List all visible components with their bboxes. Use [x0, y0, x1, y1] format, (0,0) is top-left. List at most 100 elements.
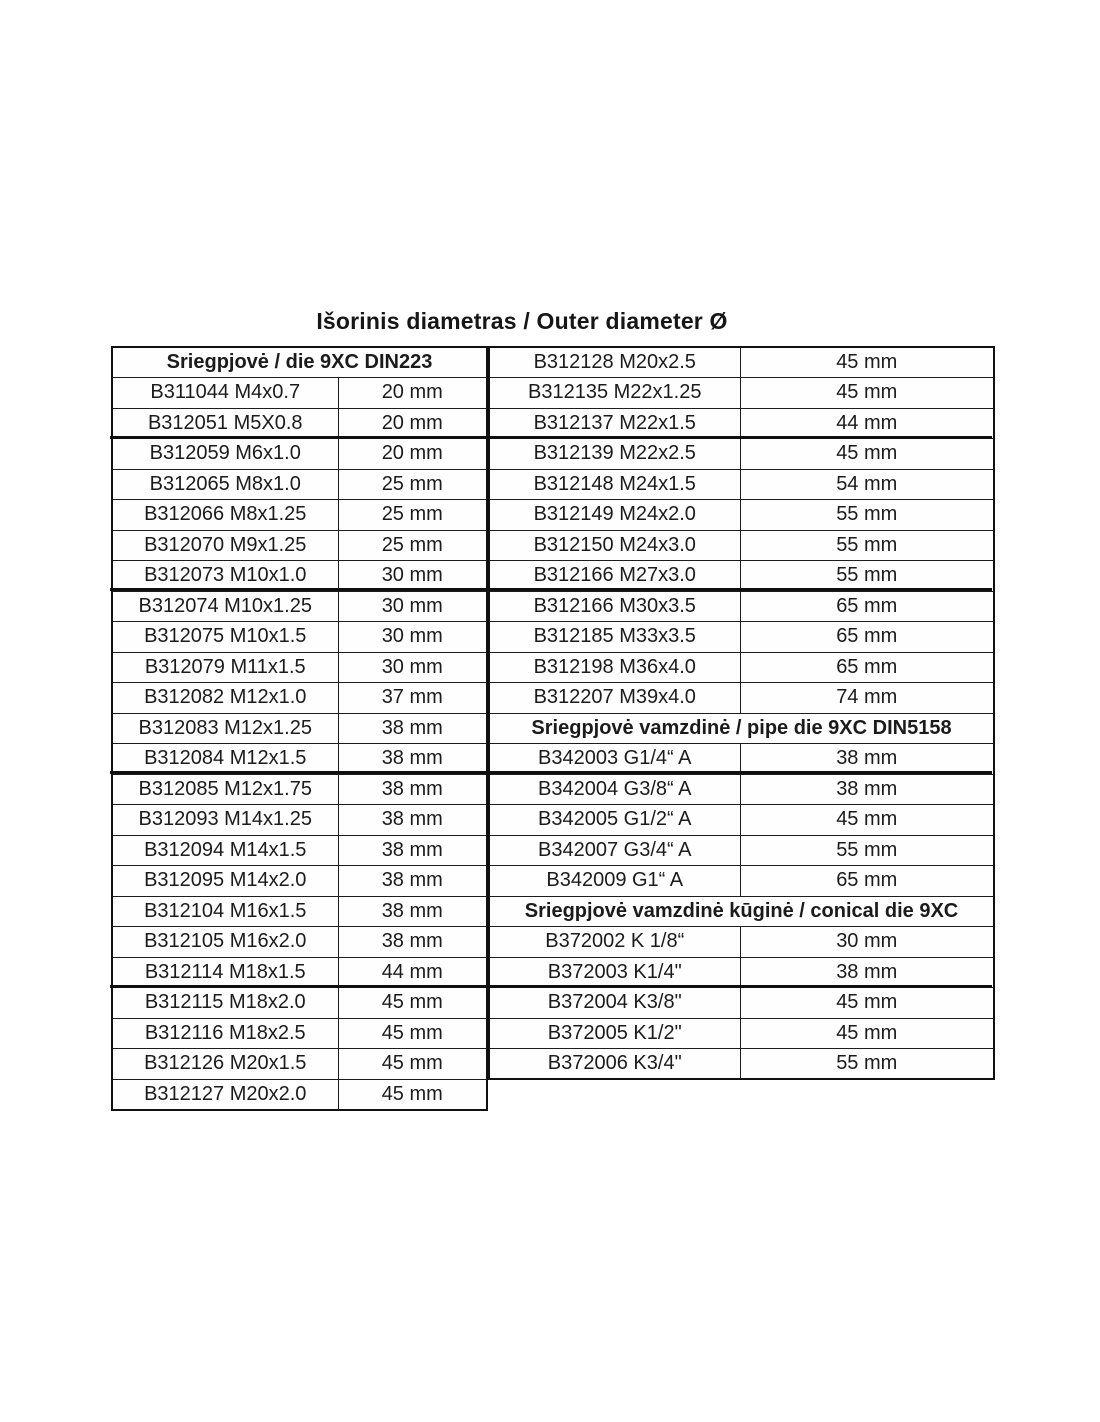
- product-code-cell: B312185 M33x3.5: [488, 621, 741, 653]
- diameter-cell: 30 mm: [739, 926, 995, 958]
- table-row: B372003 K1/4" 38 mm: [488, 956, 995, 988]
- product-code-cell: B312126 M20x1.5: [111, 1048, 339, 1080]
- diameter-cell: 45 mm: [739, 987, 995, 1019]
- table-row: B312084 M12x1.5 38 mm: [111, 743, 488, 775]
- diameter-cell: 38 mm: [337, 804, 488, 836]
- diameter-cell: 20 mm: [337, 377, 488, 409]
- diameter-cell: 45 mm: [739, 346, 995, 378]
- product-code-cell: B312082 M12x1.0: [111, 682, 339, 714]
- diameter-cell: 55 mm: [739, 834, 995, 866]
- product-code-cell: B312074 M10x1.25: [111, 590, 339, 622]
- section-header-label: Sriegpjovė vamzdinė kūginė / conical die…: [488, 895, 995, 927]
- product-code-cell: B312150 M24x3.0: [488, 529, 741, 561]
- table-row: B312093 M14x1.25 38 mm: [111, 804, 488, 836]
- product-code-cell: B312114 M18x1.5: [111, 956, 339, 988]
- product-code-cell: B312085 M12x1.75: [111, 773, 339, 805]
- table-row: B312126 M20x1.5 45 mm: [111, 1048, 488, 1080]
- scan-seam-line: [110, 771, 992, 774]
- diameter-cell: 45 mm: [739, 804, 995, 836]
- pipe-die-table: B312128 M20x2.5 45 mm B312135 M22x1.25 45 m…: [488, 346, 995, 1080]
- product-code-cell: B312075 M10x1.5: [111, 621, 339, 653]
- table-row: B312082 M12x1.0 37 mm: [111, 682, 488, 714]
- diameter-cell: 55 mm: [739, 1048, 995, 1080]
- diameter-cell: 38 mm: [337, 926, 488, 958]
- table-row: B312065 M8x1.0 25 mm: [111, 468, 488, 500]
- product-code-cell: B312093 M14x1.25: [111, 804, 339, 836]
- table-row: B372002 K 1/8“ 30 mm: [488, 926, 995, 958]
- table-row: B312051 M5X0.8 20 mm: [111, 407, 488, 439]
- diameter-cell: 38 mm: [739, 743, 995, 775]
- product-code-cell: B312094 M14x1.5: [111, 834, 339, 866]
- diameter-cell: 45 mm: [337, 1017, 488, 1049]
- product-code-cell: B342004 G3/8“ A: [488, 773, 741, 805]
- diameter-cell: 38 mm: [337, 712, 488, 744]
- product-code-cell: B312065 M8x1.0: [111, 468, 339, 500]
- product-code-cell: B372004 K3/8": [488, 987, 741, 1019]
- product-code-cell: B312066 M8x1.25: [111, 499, 339, 531]
- diameter-cell: 45 mm: [739, 438, 995, 470]
- table-row: B312073 M10x1.0 30 mm: [111, 560, 488, 592]
- table-row: B312114 M18x1.5 44 mm: [111, 956, 488, 988]
- table-row: B312115 M18x2.0 45 mm: [111, 987, 488, 1019]
- product-code-cell: B312079 M11x1.5: [111, 651, 339, 683]
- table-row: B342004 G3/8“ A 38 mm: [488, 773, 995, 805]
- table-row: B372004 K3/8" 45 mm: [488, 987, 995, 1019]
- table-row: B342003 G1/4“ A 38 mm: [488, 743, 995, 775]
- metric-die-table: Sriegpjovė / die 9XC DIN223 B311044 M4x0…: [111, 346, 488, 1111]
- product-code-cell: B372005 K1/2": [488, 1017, 741, 1049]
- table-row: B312198 M36x4.0 65 mm: [488, 651, 995, 683]
- table-row: B312066 M8x1.25 25 mm: [111, 499, 488, 531]
- product-code-cell: B342003 G1/4“ A: [488, 743, 741, 775]
- table-row: B312127 M20x2.0 45 mm: [111, 1078, 488, 1110]
- table-row: B312150 M24x3.0 55 mm: [488, 529, 995, 561]
- product-code-cell: B312116 M18x2.5: [111, 1017, 339, 1049]
- diameter-cell: 54 mm: [739, 468, 995, 500]
- diameter-cell: 38 mm: [337, 895, 488, 927]
- scan-seam-line: [110, 985, 992, 988]
- diameter-cell: 25 mm: [337, 468, 488, 500]
- diameter-cell: 25 mm: [337, 529, 488, 561]
- diameter-cell: 65 mm: [739, 590, 995, 622]
- diameter-cell: 38 mm: [739, 773, 995, 805]
- diameter-cell: 38 mm: [337, 834, 488, 866]
- section-header-row: Sriegpjovė vamzdinė / pipe die 9XC DIN51…: [488, 712, 995, 744]
- product-code-cell: B312166 M27x3.0: [488, 560, 741, 592]
- diameter-cell: 38 mm: [337, 865, 488, 897]
- product-code-cell: B312207 M39x4.0: [488, 682, 741, 714]
- table-row: B312074 M10x1.25 30 mm: [111, 590, 488, 622]
- table-row: B312105 M16x2.0 38 mm: [111, 926, 488, 958]
- product-code-cell: B312149 M24x2.0: [488, 499, 741, 531]
- table-row: B372005 K1/2" 45 mm: [488, 1017, 995, 1049]
- product-code-cell: B312104 M16x1.5: [111, 895, 339, 927]
- diameter-cell: 30 mm: [337, 621, 488, 653]
- table-row: B342005 G1/2“ A 45 mm: [488, 804, 995, 836]
- product-code-cell: B312095 M14x2.0: [111, 865, 339, 897]
- product-code-cell: B312166 M30x3.5: [488, 590, 741, 622]
- product-code-cell: B372006 K3/4": [488, 1048, 741, 1080]
- section-header-row: Sriegpjovė vamzdinė kūginė / conical die…: [488, 895, 995, 927]
- table-row: B372006 K3/4" 55 mm: [488, 1048, 995, 1080]
- diameter-tables: Sriegpjovė / die 9XC DIN223 B311044 M4x0…: [111, 346, 995, 1111]
- table-row: B312059 M6x1.0 20 mm: [111, 438, 488, 470]
- table-row: B312085 M12x1.75 38 mm: [111, 773, 488, 805]
- product-code-cell: B342005 G1/2“ A: [488, 804, 741, 836]
- table-row: B312166 M27x3.0 55 mm: [488, 560, 995, 592]
- product-code-cell: B312105 M16x2.0: [111, 926, 339, 958]
- diameter-cell: 44 mm: [337, 956, 488, 988]
- diameter-cell: 45 mm: [337, 987, 488, 1019]
- product-code-cell: B312073 M10x1.0: [111, 560, 339, 592]
- diameter-cell: 30 mm: [337, 560, 488, 592]
- product-code-cell: B372002 K 1/8“: [488, 926, 741, 958]
- diameter-cell: 38 mm: [337, 743, 488, 775]
- diameter-cell: 20 mm: [337, 407, 488, 439]
- table-row: B312095 M14x2.0 38 mm: [111, 865, 488, 897]
- product-code-cell: B342007 G3/4“ A: [488, 834, 741, 866]
- diameter-cell: 45 mm: [337, 1078, 488, 1110]
- table-row: B312104 M16x1.5 38 mm: [111, 895, 488, 927]
- diameter-cell: 55 mm: [739, 529, 995, 561]
- diameter-cell: 38 mm: [337, 773, 488, 805]
- diameter-cell: 30 mm: [337, 590, 488, 622]
- table-row: B311044 M4x0.7 20 mm: [111, 377, 488, 409]
- product-code-cell: B312148 M24x1.5: [488, 468, 741, 500]
- diameter-cell: 37 mm: [337, 682, 488, 714]
